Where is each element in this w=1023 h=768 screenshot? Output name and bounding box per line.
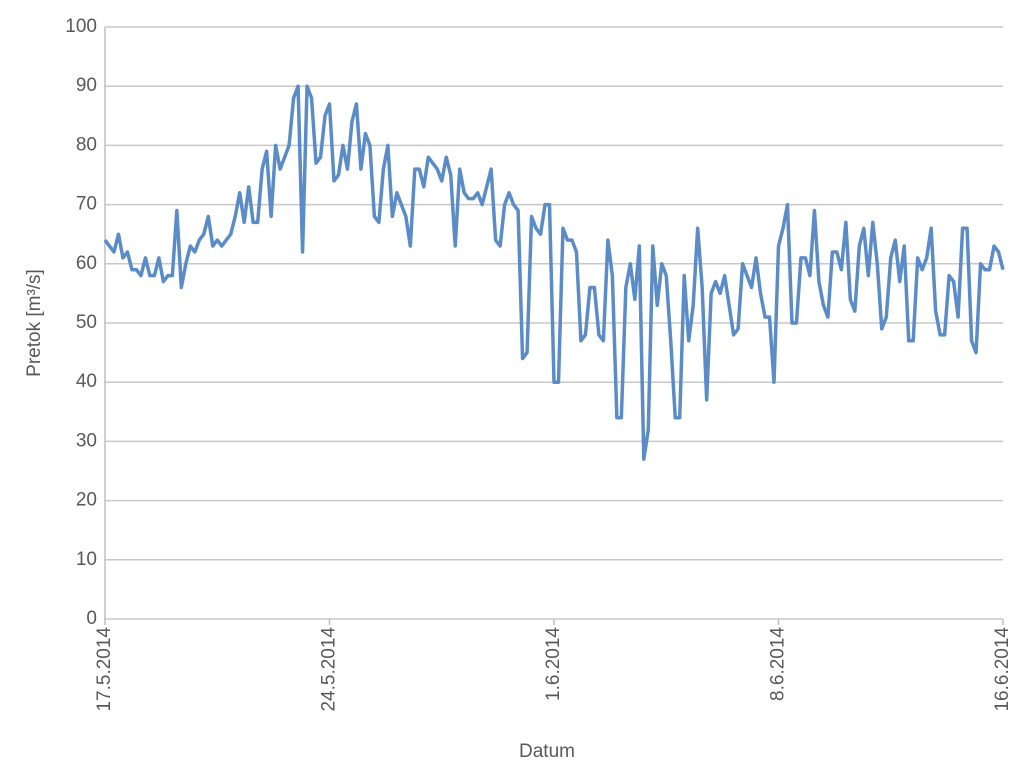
y-tick-label: 80 — [76, 134, 97, 155]
y-tick-label: 70 — [76, 194, 97, 215]
y-tick-label: 10 — [76, 549, 97, 570]
y-tick-label: 50 — [76, 312, 97, 333]
y-tick-label: 0 — [86, 608, 97, 629]
y-tick-label: 30 — [76, 430, 97, 451]
y-tick-label: 90 — [76, 75, 97, 96]
y-tick-label: 60 — [76, 253, 97, 274]
x-tick-label: 17.5.2014 — [94, 627, 115, 712]
x-tick-label: 8.6.2014 — [768, 627, 789, 701]
y-tick-label: 40 — [76, 371, 97, 392]
x-axis-title: Datum — [519, 741, 575, 762]
y-tick-label: 20 — [76, 490, 97, 511]
x-tick-label: 1.6.2014 — [543, 627, 564, 701]
y-tick-label: 100 — [65, 16, 97, 37]
data-line — [103, 84, 1005, 461]
y-axis-title: Pretok [m³/s] — [24, 269, 45, 377]
x-tick-label: 24.5.2014 — [319, 627, 340, 712]
x-tick-label: 16.6.2014 — [992, 627, 1013, 712]
